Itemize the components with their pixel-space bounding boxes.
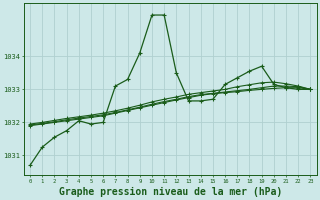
X-axis label: Graphe pression niveau de la mer (hPa): Graphe pression niveau de la mer (hPa) <box>59 186 282 197</box>
